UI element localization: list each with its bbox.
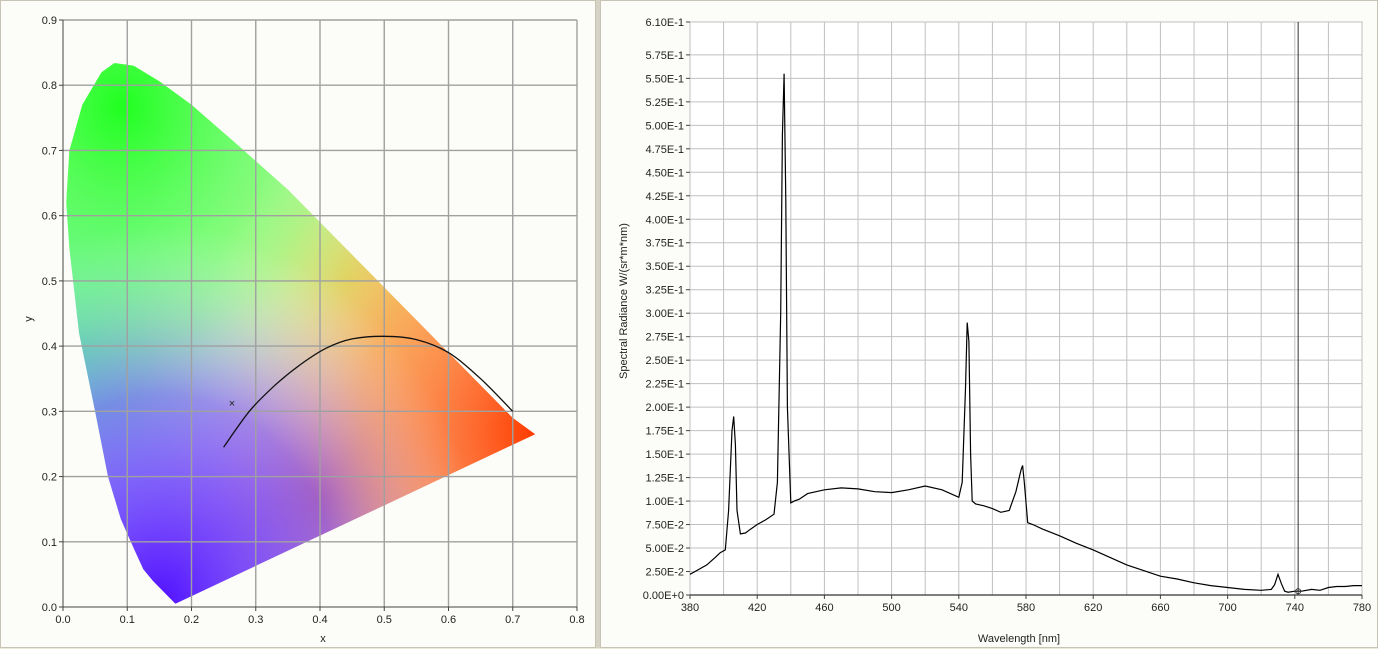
spectral-radiance-chart: 380 420 460 500 540 580 620 660 700 740 780 0.00E+0… — [618, 17, 1371, 645]
x-tick-label: 780 — [1353, 602, 1371, 614]
x-tick-label: 0.8 — [569, 614, 584, 626]
y-tick-label: 3.75E-1 — [645, 238, 684, 250]
y-tick-label: 1.50E-1 — [645, 449, 684, 461]
spectrum-grid — [689, 21, 1363, 596]
y-tick-label: 0.7 — [42, 145, 57, 157]
x-tick-label: 660 — [1151, 602, 1169, 614]
cursor-marker[interactable] — [1295, 588, 1302, 595]
y-tick-label: 4.25E-1 — [645, 191, 684, 203]
x-tick-label: 420 — [748, 602, 766, 614]
x-tick-label: 580 — [1017, 602, 1035, 614]
x-axis-label: x — [320, 633, 326, 645]
y-tick-label: 0.9 — [42, 15, 57, 27]
y-tick-label: 0.4 — [42, 341, 57, 353]
x-tick-label: 0.4 — [312, 614, 327, 626]
y-tick-label: 1.25E-1 — [645, 473, 684, 485]
x-tick-label: 540 — [950, 602, 968, 614]
y-tick-label: 0.1 — [42, 537, 57, 549]
spectrum-axes: 380 420 460 500 540 580 620 660 700 740 780 0.00E+0… — [643, 17, 1371, 614]
panel-separator[interactable] — [596, 0, 600, 648]
y-tick-label: 2.25E-1 — [645, 379, 684, 391]
x-tick-label: 0.7 — [505, 614, 520, 626]
chromaticity-panel: 0.0 0.1 0.2 0.3 0.4 0.5 0.6 0.7 0.8 0.0 0.1 0.2 0.3 0… — [0, 0, 596, 648]
x-tick-label: 740 — [1286, 602, 1304, 614]
y-tick-label: 5.50E-1 — [645, 73, 684, 85]
chromaticity-chart: 0.0 0.1 0.2 0.3 0.4 0.5 0.6 0.7 0.8 0.0 0.1 0.2 0.3 0… — [23, 15, 585, 645]
x-tick-label: 0.0 — [55, 614, 70, 626]
y-tick-label: 7.50E-2 — [645, 520, 684, 532]
chromaticity-grid — [62, 19, 578, 608]
y-tick-label: 4.00E-1 — [645, 214, 684, 226]
y-tick-label: 0.8 — [42, 80, 57, 92]
y-tick-label: 5.25E-1 — [645, 97, 684, 109]
y-tick-label: 0.2 — [42, 472, 57, 484]
x-tick-label: 380 — [681, 602, 699, 614]
y-tick-label: 0.6 — [42, 211, 57, 223]
white-point-marker: × — [229, 398, 235, 410]
y-tick-label: 0.3 — [42, 406, 57, 418]
y-tick-label: 1.75E-1 — [645, 426, 684, 438]
y-axis-label: y — [23, 316, 35, 322]
y-tick-label: 3.50E-1 — [645, 261, 684, 273]
x-tick-label: 0.3 — [248, 614, 263, 626]
y-tick-label: 5.75E-1 — [645, 50, 684, 62]
x-tick-label: 0.2 — [184, 614, 199, 626]
y-tick-label: 4.50E-1 — [645, 167, 684, 179]
planckian-locus-line — [223, 335, 514, 448]
spectrum-series-line — [689, 73, 1362, 593]
y-tick-label: 6.10E-1 — [645, 17, 684, 29]
gamut-region — [66, 63, 536, 604]
y-tick-label: 5.00E-1 — [645, 120, 684, 132]
y-tick-label: 4.75E-1 — [645, 144, 684, 156]
x-tick-label: 0.5 — [377, 614, 392, 626]
spectrum-panel: 380 420 460 500 540 580 620 660 700 740 780 0.00E+0… — [600, 0, 1378, 648]
y-tick-label: 3.00E-1 — [645, 308, 684, 320]
y-tick-label: 1.00E-1 — [645, 496, 684, 508]
y-tick-label: 2.50E-1 — [645, 355, 684, 367]
y-tick-label: 2.00E-1 — [645, 402, 684, 414]
y-tick-label: 0.00E+0 — [643, 590, 684, 602]
x-tick-label: 500 — [882, 602, 900, 614]
x-tick-label: 0.1 — [120, 614, 135, 626]
y-tick-label: 2.50E-2 — [645, 567, 684, 579]
x-tick-label: 620 — [1084, 602, 1102, 614]
y-axis-label: Spectral Radiance W/(sr*m*nm) — [618, 223, 630, 379]
y-tick-label: 3.25E-1 — [645, 285, 684, 297]
y-tick-label: 2.75E-1 — [645, 332, 684, 344]
y-tick-label: 0.0 — [42, 602, 57, 614]
x-tick-label: 460 — [815, 602, 833, 614]
x-tick-label: 0.6 — [441, 614, 456, 626]
x-tick-label: 700 — [1218, 602, 1236, 614]
x-axis-label: Wavelength [nm] — [978, 633, 1060, 645]
chromaticity-axes: 0.0 0.1 0.2 0.3 0.4 0.5 0.6 0.7 0.8 0.0 0.1 0.2 0.3 0… — [42, 15, 585, 626]
y-tick-label: 5.00E-2 — [645, 543, 684, 555]
y-tick-label: 0.5 — [42, 276, 57, 288]
